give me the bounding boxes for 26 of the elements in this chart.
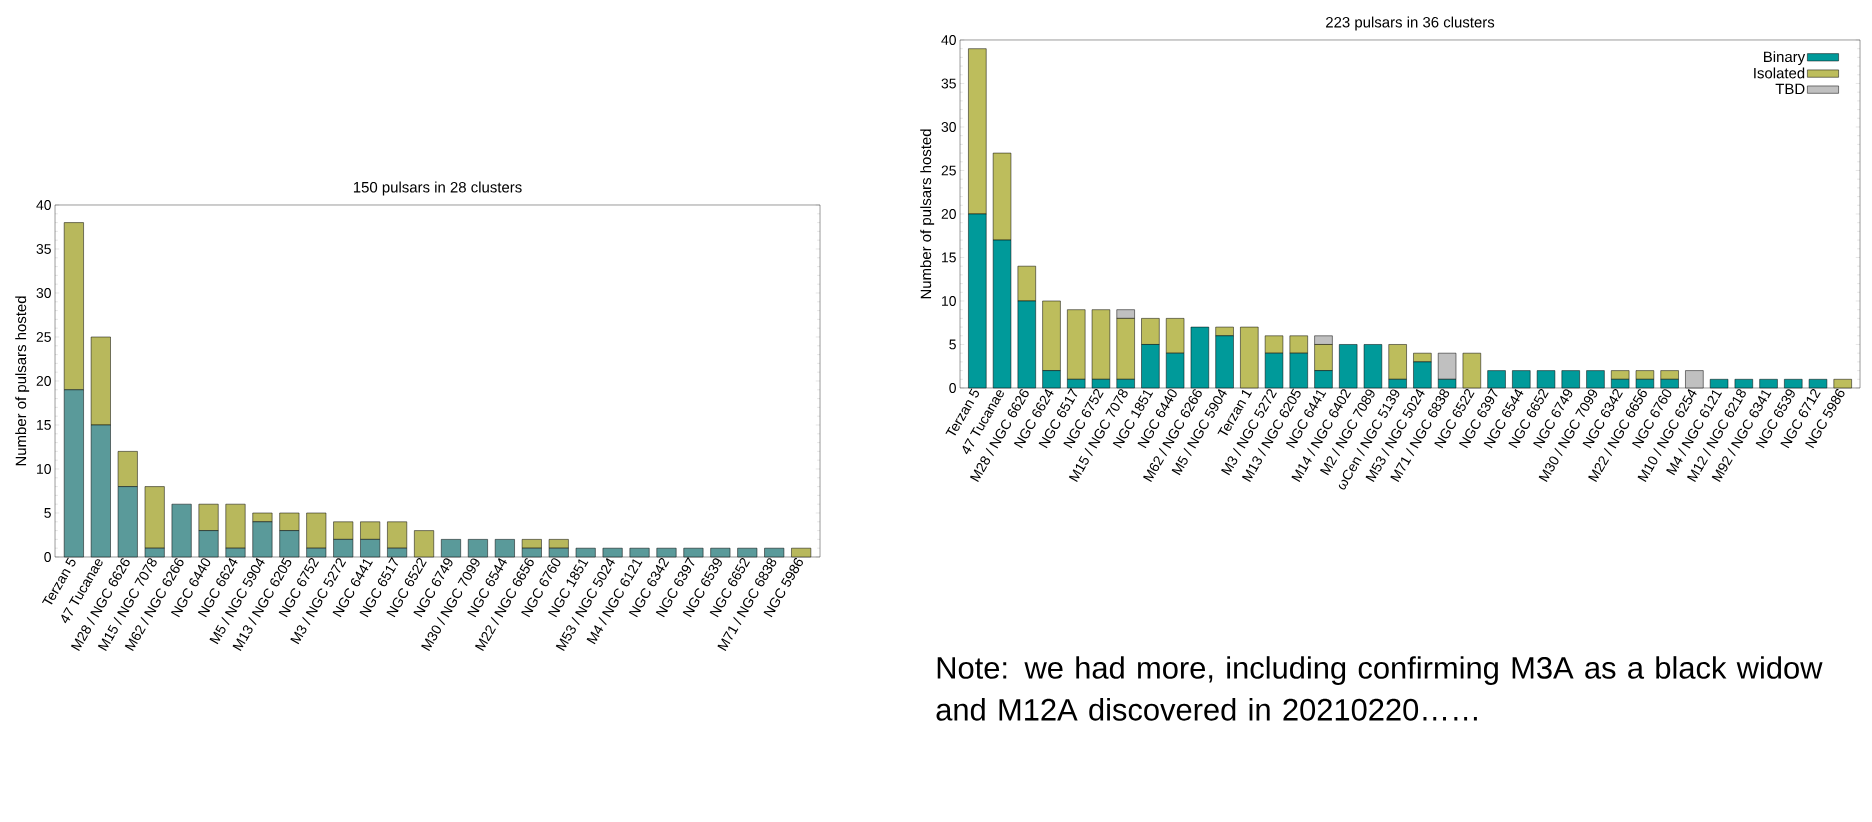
y-tick-label: 30	[36, 288, 51, 298]
y-tick-label: 30	[941, 122, 956, 132]
y-tick-label: 15	[942, 252, 956, 263]
y-tick-label: 35	[36, 244, 51, 254]
chart-title: 150 pulsars in 28 clusters	[353, 181, 522, 196]
y-tick-label: 25	[941, 165, 956, 176]
y-tick-label: 15	[37, 420, 51, 430]
y-tick-label: 10	[37, 464, 51, 474]
legend-label: TBD	[1775, 83, 1805, 95]
legend-label: Binary	[1764, 51, 1806, 66]
y-tick-label: 35	[941, 78, 956, 89]
y-tick-label: 10	[942, 296, 956, 306]
y-tick-label: 40	[36, 200, 51, 210]
y-axis-title: Number of pulsars hosted	[15, 296, 30, 466]
y-tick-label: 40	[941, 35, 956, 45]
y-tick-label: 20	[36, 376, 51, 386]
y-tick-label: 5	[44, 508, 51, 518]
chart-title: 223 pulsars in 36 clusters	[1326, 16, 1495, 31]
y-tick-label: 0	[44, 552, 51, 562]
y-axis-title: Number of pulsars hosted	[920, 129, 935, 299]
y-tick-label: 20	[941, 209, 956, 219]
y-tick-label: 0	[949, 383, 956, 393]
y-tick-label: 25	[36, 332, 51, 342]
legend-label: Isolated	[1754, 67, 1805, 79]
y-tick-label: 5	[949, 339, 956, 350]
text: Note: we had more, including confirming M3A as a black widow and M12A discovered in 20210220……	[936, 656, 1823, 721]
